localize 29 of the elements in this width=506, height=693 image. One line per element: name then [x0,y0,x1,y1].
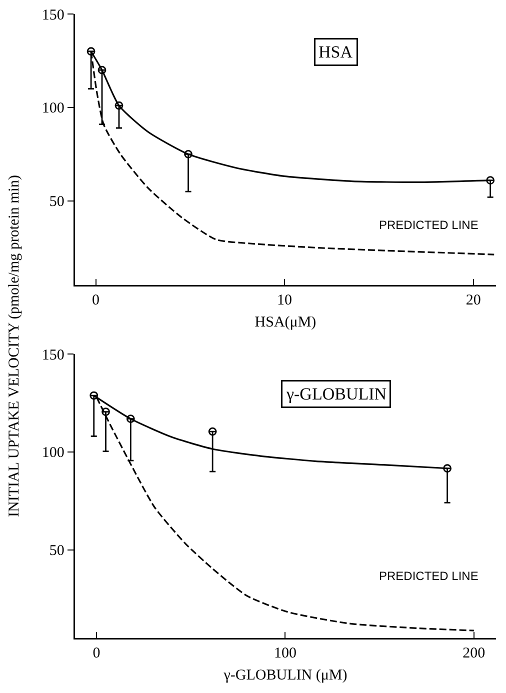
y-tick-label: 150 [42,7,64,24]
y-axis-title: INITIAL UPTAKE VELOCITY (pmole/mg protein min) [6,175,24,517]
x-tick-label: 0 [92,646,100,662]
point [114,101,124,110]
x-tick-label: 200 [462,646,486,662]
point [86,47,96,56]
annotation: PREDICTED LINE [379,569,478,583]
point [126,414,135,424]
y-tick-label: 150 [42,347,64,364]
annotation: γ-GLOBULIN [286,384,387,404]
annotation: HSA [318,42,354,62]
point [102,408,110,416]
x-tick-label: 10 [277,292,292,309]
point [90,391,98,400]
point [184,150,192,158]
x-axis-title: HSA(μM) [254,314,316,330]
y-tick-label: 100 [42,445,64,462]
point [486,176,495,185]
point [443,464,452,473]
y-tick-label: 100 [42,100,64,117]
y-tick-label: 50 [49,194,64,210]
point [98,66,106,74]
y-tick-label: 50 [49,543,64,560]
x-axis-title: γ-GLOBULIN (μM) [222,667,348,684]
annotation: PREDICTED LINE [379,218,478,232]
x-tick-label: 0 [92,292,100,309]
point [208,427,217,436]
x-tick-label: 20 [466,292,481,309]
x-tick-label: 100 [274,646,296,662]
